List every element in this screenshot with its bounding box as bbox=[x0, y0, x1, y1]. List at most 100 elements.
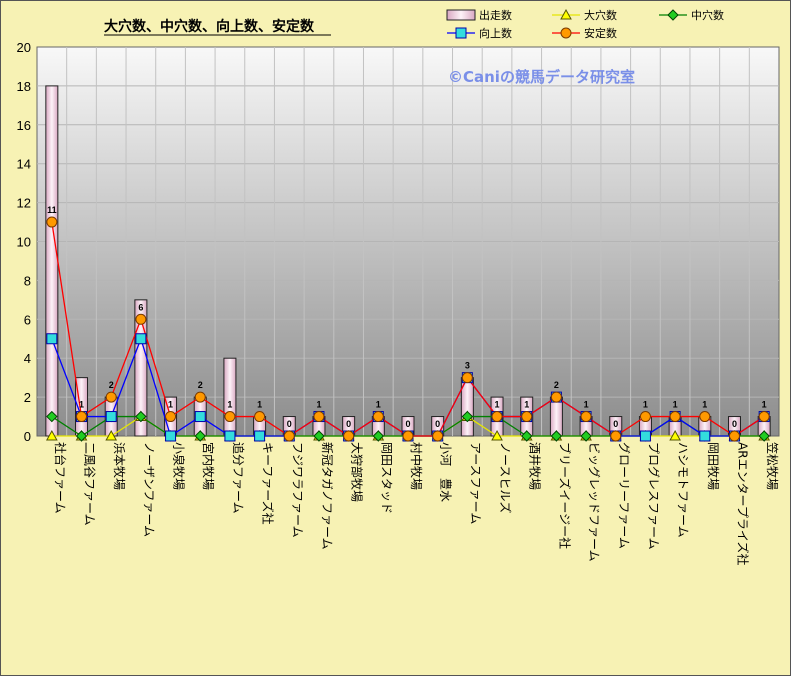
point bbox=[313, 430, 325, 442]
point bbox=[521, 430, 533, 442]
data-label: 0 bbox=[613, 419, 618, 429]
point bbox=[105, 429, 118, 441]
data-label: 2 bbox=[198, 380, 203, 390]
data-label: 1 bbox=[79, 400, 84, 410]
y-tick-label: 12 bbox=[17, 196, 31, 211]
point bbox=[165, 430, 177, 442]
point bbox=[165, 411, 177, 423]
point bbox=[560, 8, 572, 20]
data-label: 0 bbox=[346, 419, 351, 429]
data-label: 0 bbox=[287, 419, 292, 429]
point bbox=[135, 410, 147, 423]
point bbox=[639, 430, 651, 442]
y-tick-label: 10 bbox=[17, 235, 31, 250]
x-category-label: 村中牧場 bbox=[409, 442, 424, 490]
x-category-label: アースファーム bbox=[468, 442, 482, 524]
point bbox=[45, 429, 58, 441]
point bbox=[669, 429, 681, 441]
point bbox=[75, 430, 88, 442]
point bbox=[224, 430, 236, 442]
data-label: 1 bbox=[762, 400, 767, 410]
x-category-label: 笠松牧場 bbox=[765, 442, 780, 490]
point bbox=[461, 372, 473, 384]
point bbox=[699, 411, 711, 423]
x-category-label: 岡田牧場 bbox=[706, 442, 720, 490]
data-label: 1 bbox=[702, 400, 707, 410]
data-label: 1 bbox=[673, 400, 678, 410]
point bbox=[313, 411, 325, 423]
point bbox=[758, 411, 770, 423]
data-label: 1 bbox=[168, 400, 173, 410]
point bbox=[372, 411, 384, 423]
data-label: 2 bbox=[109, 380, 114, 390]
point bbox=[455, 27, 467, 39]
data-label: 1 bbox=[524, 400, 529, 410]
data-label: 1 bbox=[584, 400, 589, 410]
data-label: 3 bbox=[465, 361, 470, 371]
point bbox=[343, 430, 355, 442]
x-category-label: 大狩部牧場 bbox=[350, 442, 365, 502]
point bbox=[402, 430, 414, 442]
point bbox=[639, 411, 651, 423]
point bbox=[135, 313, 147, 325]
point bbox=[432, 430, 444, 442]
x-category-label: フジワラファーム bbox=[290, 442, 304, 538]
x-category-label: ハシモトファーム bbox=[676, 442, 690, 538]
y-tick-label: 16 bbox=[17, 118, 31, 133]
point bbox=[194, 391, 206, 403]
point bbox=[76, 411, 88, 423]
point bbox=[491, 429, 503, 441]
x-category-label: 社台ファーム bbox=[53, 442, 68, 514]
legend-swatch bbox=[446, 9, 476, 21]
x-category-label: 追分ファーム bbox=[231, 442, 246, 514]
y-tick-label: 14 bbox=[17, 157, 31, 172]
chart-title: 大穴数、中穴数、向上数、安定数 bbox=[104, 18, 315, 35]
point bbox=[224, 411, 236, 423]
point bbox=[669, 411, 681, 423]
data-label: 1 bbox=[257, 400, 262, 410]
y-tick-label: 18 bbox=[17, 79, 31, 94]
data-label: 1 bbox=[316, 400, 321, 410]
point bbox=[194, 411, 206, 423]
data-label: 2 bbox=[554, 380, 559, 390]
point bbox=[135, 333, 147, 345]
point bbox=[560, 27, 572, 39]
point bbox=[521, 411, 533, 423]
point bbox=[580, 411, 592, 423]
y-tick-label: 4 bbox=[24, 351, 31, 366]
x-category-label: 宮内牧場 bbox=[201, 442, 216, 490]
point bbox=[254, 430, 266, 442]
legend-label: 中穴数 bbox=[691, 8, 724, 22]
x-category-label: 小河 豊水 bbox=[439, 442, 453, 502]
legend-box bbox=[441, 4, 779, 42]
x-category-label: 岡田スタッド bbox=[379, 442, 393, 514]
point bbox=[105, 411, 117, 423]
point bbox=[461, 410, 474, 423]
data-label: 0 bbox=[732, 419, 737, 429]
point bbox=[728, 430, 740, 442]
data-label: 11 bbox=[47, 205, 57, 215]
data-label: 0 bbox=[405, 419, 410, 429]
point bbox=[194, 430, 206, 442]
legend-label: 出走数 bbox=[479, 8, 512, 22]
point bbox=[105, 391, 117, 403]
point bbox=[580, 430, 592, 442]
y-tick-label: 8 bbox=[24, 273, 31, 288]
y-tick-label: 2 bbox=[24, 390, 31, 405]
bar bbox=[45, 85, 59, 437]
point bbox=[254, 411, 266, 423]
x-category-label: 小泉牧場 bbox=[172, 442, 186, 490]
data-label: 1 bbox=[227, 400, 232, 410]
point bbox=[46, 216, 58, 228]
x-category-label: ARエンタープライズ社 bbox=[735, 442, 750, 565]
x-category-label: 酒井牧場 bbox=[528, 442, 542, 490]
legend-label: 安定数 bbox=[584, 26, 617, 40]
data-label: 1 bbox=[495, 400, 500, 410]
point bbox=[372, 430, 385, 442]
point bbox=[46, 333, 58, 345]
point bbox=[46, 410, 58, 423]
data-label: 1 bbox=[376, 400, 381, 410]
